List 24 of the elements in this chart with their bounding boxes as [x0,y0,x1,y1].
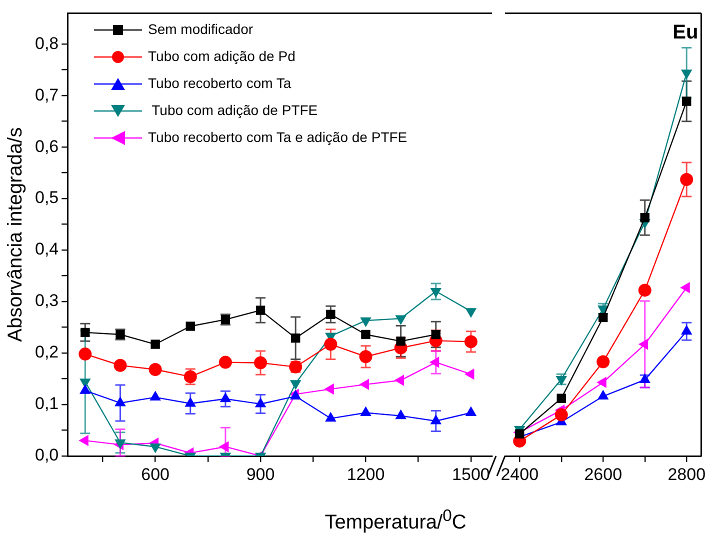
x-tick-label: 900 [246,464,275,484]
y-tick-label: 0,7 [34,85,59,104]
y-tick-label: 0,3 [34,291,59,310]
legend-label: Tubo recoberto com Ta [148,75,292,91]
legend-label: Sem modificador [148,21,254,37]
y-axis-title: Absorvância integrada/s [4,127,27,342]
legend-label: Tubo com adição de PTFE [150,102,318,118]
y-tick-label: 0,4 [34,240,59,259]
legend-label: Tubo com adição de Pd [148,48,296,64]
y-tick-label: 0,6 [34,136,59,156]
y-tick-label: 0,8 [34,34,59,53]
y-tick-label: 0,5 [34,188,59,208]
legend-label: Tubo recoberto com Ta e adição de PTFE [148,129,408,145]
annotation: Eu [672,22,698,44]
x-tick-label: 600 [141,464,170,484]
x-tick-label: 2800 [668,464,706,484]
y-tick-label: 0,2 [34,342,59,362]
x-axis-title: Temperatura/$^{0}$C [324,506,468,535]
x-tick-label: 2400 [500,464,539,484]
x-tick-label: 1200 [346,464,385,484]
y-tick-label: 0,1 [34,394,59,414]
x-tick-label: 1500 [452,464,490,484]
y-tick-label: 0,0 [34,446,59,465]
x-tick-label: 2600 [584,464,622,484]
